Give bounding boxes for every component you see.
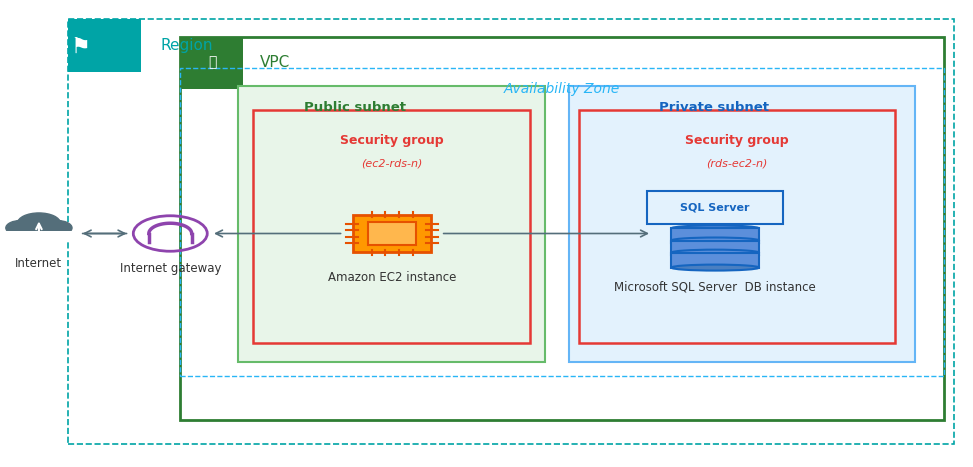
Ellipse shape: [671, 265, 759, 270]
Circle shape: [41, 220, 72, 235]
FancyBboxPatch shape: [647, 191, 783, 224]
FancyBboxPatch shape: [353, 215, 431, 252]
Text: SQL Server: SQL Server: [680, 203, 750, 213]
FancyBboxPatch shape: [68, 19, 141, 72]
Circle shape: [18, 213, 60, 234]
Text: (rds-ec2-n): (rds-ec2-n): [706, 158, 768, 169]
FancyBboxPatch shape: [671, 241, 759, 255]
Text: (ec2-rds-n): (ec2-rds-n): [361, 158, 422, 169]
Text: Security group: Security group: [685, 134, 789, 147]
Text: Microsoft SQL Server  DB instance: Microsoft SQL Server DB instance: [614, 281, 816, 294]
Ellipse shape: [671, 241, 759, 246]
Text: Region: Region: [161, 38, 213, 53]
Text: 🔒: 🔒: [208, 56, 216, 70]
Text: VPC: VPC: [260, 55, 290, 70]
FancyBboxPatch shape: [368, 222, 416, 245]
FancyBboxPatch shape: [180, 37, 243, 89]
FancyBboxPatch shape: [569, 86, 915, 362]
Ellipse shape: [671, 238, 759, 243]
Ellipse shape: [671, 250, 759, 255]
Text: Internet: Internet: [16, 257, 62, 270]
FancyBboxPatch shape: [671, 253, 759, 268]
Text: Security group: Security group: [340, 134, 444, 147]
Circle shape: [25, 219, 68, 239]
Text: Public subnet: Public subnet: [304, 101, 406, 114]
Ellipse shape: [671, 253, 759, 258]
Circle shape: [10, 219, 53, 239]
Text: Private subnet: Private subnet: [660, 101, 770, 114]
Text: ⚑: ⚑: [71, 37, 90, 57]
FancyBboxPatch shape: [2, 231, 76, 241]
FancyBboxPatch shape: [671, 228, 759, 243]
Text: Amazon EC2 instance: Amazon EC2 instance: [328, 271, 456, 284]
Ellipse shape: [671, 226, 759, 231]
Text: Internet gateway: Internet gateway: [120, 262, 221, 275]
Circle shape: [6, 220, 37, 235]
Text: Availability Zone: Availability Zone: [504, 82, 620, 96]
FancyBboxPatch shape: [238, 86, 545, 362]
